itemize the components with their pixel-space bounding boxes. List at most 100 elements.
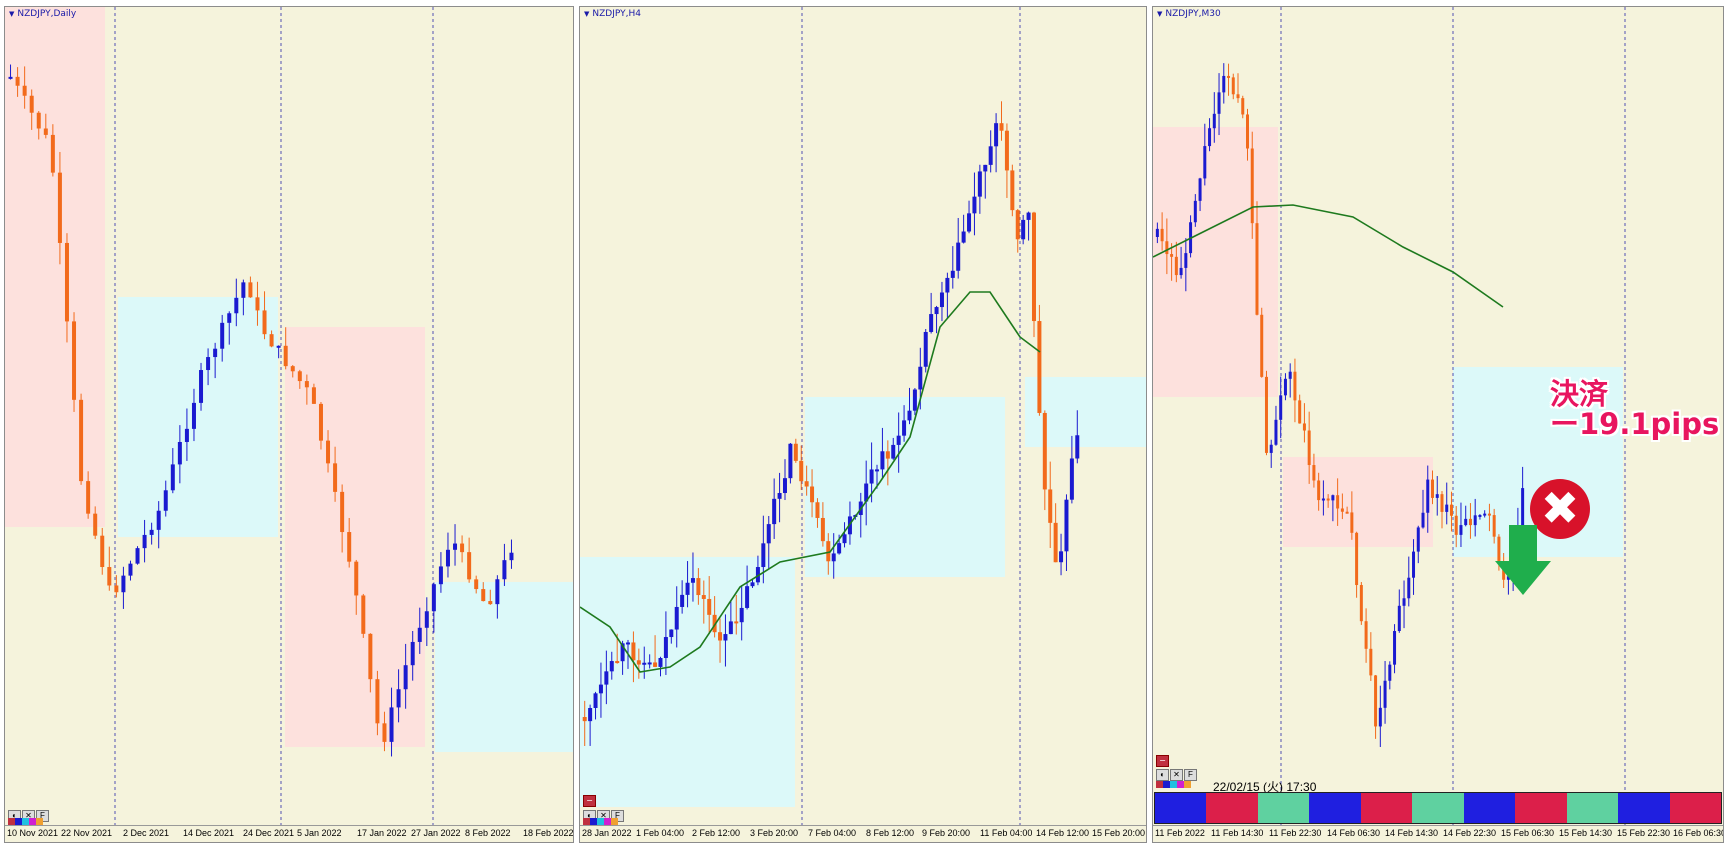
time-axis-label: 10 Nov 2021 — [7, 828, 59, 838]
candle-body — [79, 399, 84, 482]
color-swatches[interactable] — [8, 818, 43, 825]
close-x-icon: ✖ — [1530, 479, 1590, 539]
candle-body — [156, 510, 161, 530]
m30-chart-window[interactable]: ▼ NZDJPY,M30 − ◐ ✕ F 22/02/15 (火) 17:30 決… — [1152, 6, 1724, 843]
time-axis-label: 11 Feb 2022 — [1155, 828, 1205, 838]
candle-body — [326, 440, 331, 464]
chart-title: ▼ NZDJPY,Daily — [9, 9, 76, 19]
candle-body — [1464, 518, 1468, 526]
daily-price-chart[interactable] — [5, 7, 574, 827]
candle-body — [1075, 435, 1080, 459]
candle-body — [1246, 114, 1249, 149]
candle-body — [636, 660, 641, 665]
time-axis: 11 Feb 2022 11 Feb 14:30 11 Feb 22:30 14 Fe… — [1153, 825, 1723, 842]
candle-body — [999, 123, 1004, 131]
candle-body — [1198, 178, 1202, 201]
candle-body — [685, 582, 690, 595]
candle-body — [734, 621, 739, 624]
candle-body — [1260, 314, 1264, 377]
candle-body — [36, 112, 41, 129]
candle-body — [227, 313, 232, 323]
triangle-icon[interactable]: ▼ — [9, 10, 15, 18]
candle-body — [347, 532, 352, 562]
candle-body — [107, 567, 112, 586]
candle-body — [438, 566, 443, 585]
time-axis-label: 17 Jan 2022 — [357, 828, 407, 838]
candle-body — [658, 657, 663, 667]
candle-body — [1374, 675, 1378, 727]
h4-chart-window[interactable]: ▼ NZDJPY,H4 − ◐ ✕ F 28 Jan 2022 1 Feb 04:0… — [579, 6, 1147, 843]
daily-chart-window[interactable]: ▼ NZDJPY,Daily ◐ ✕ F 10 Nov 2021 22 Nov 20… — [4, 6, 574, 843]
chart-toolbar: ◐ ✕ F — [1156, 769, 1197, 781]
color-swatches[interactable] — [1156, 781, 1191, 788]
candle-body — [382, 723, 387, 742]
candle-body — [318, 403, 323, 441]
candle-body — [842, 534, 847, 544]
candle-body — [885, 451, 890, 459]
time-axis-label: 11 Feb 14:30 — [1211, 828, 1264, 838]
candle-body — [1021, 219, 1026, 240]
time-axis-label: 8 Feb 12:00 — [866, 828, 915, 838]
candle-body — [170, 464, 175, 491]
candle-body — [642, 662, 647, 665]
candle-body — [1250, 148, 1254, 224]
candle-body — [1174, 256, 1178, 276]
zone-box — [118, 297, 278, 537]
candle-body — [375, 679, 380, 724]
candle-body — [445, 549, 450, 567]
candle-body — [488, 601, 493, 605]
candle-body — [777, 493, 782, 499]
close-tool-button[interactable]: ✕ — [1170, 769, 1183, 781]
candle-body — [1435, 494, 1439, 498]
candle-body — [1069, 458, 1074, 500]
candle-body — [121, 575, 126, 593]
candle-body — [956, 242, 961, 271]
color-swatches[interactable] — [583, 818, 618, 825]
candle-body — [810, 486, 815, 503]
candle-body — [902, 420, 907, 436]
candle-body — [333, 463, 338, 492]
triangle-icon[interactable]: ▼ — [584, 10, 590, 18]
candle-body — [1483, 513, 1487, 516]
candle-body — [1383, 680, 1387, 708]
candle-body — [1364, 621, 1368, 649]
candle-body — [918, 366, 923, 390]
time-axis-label: 9 Feb 20:00 — [922, 828, 971, 838]
candle-body — [994, 123, 999, 147]
m30-price-chart[interactable] — [1153, 7, 1724, 827]
signal-segment — [1412, 793, 1464, 823]
candle-body — [772, 498, 777, 525]
candle-body — [1397, 605, 1401, 632]
time-axis-label: 14 Feb 14:30 — [1385, 828, 1439, 838]
candle-body — [967, 213, 972, 232]
candle-body — [1227, 75, 1231, 78]
candle-body — [1064, 499, 1069, 552]
candle-body — [875, 469, 880, 472]
candle-body — [1336, 495, 1340, 509]
candle-body — [1053, 522, 1058, 563]
minimize-button[interactable]: − — [583, 795, 596, 807]
signal-segment — [1155, 793, 1207, 823]
paint-tool-button[interactable]: ◐ — [1156, 769, 1169, 781]
candle-body — [674, 606, 679, 630]
time-axis-label: 14 Feb 12:00 — [1036, 828, 1090, 838]
candle-body — [1497, 536, 1501, 562]
moving-average-line — [1153, 204, 1504, 308]
candle-body — [604, 671, 609, 685]
candle-body — [950, 270, 955, 278]
triangle-icon[interactable]: ▼ — [1157, 10, 1163, 18]
candle-body — [1506, 576, 1510, 580]
candle-body — [669, 629, 674, 638]
candle-body — [86, 481, 91, 514]
h4-price-chart[interactable] — [580, 7, 1147, 827]
candle-body — [1288, 371, 1292, 379]
time-axis-label: 15 Feb 06:30 — [1501, 828, 1555, 838]
candle-body — [262, 310, 267, 335]
candle-body — [1026, 212, 1031, 220]
signal-segment — [1206, 793, 1258, 823]
minimize-button[interactable]: − — [1156, 755, 1169, 767]
candle-body — [1015, 210, 1020, 240]
candle-body — [1355, 532, 1359, 586]
f-tool-button[interactable]: F — [1184, 769, 1197, 781]
candle-body — [739, 607, 744, 623]
